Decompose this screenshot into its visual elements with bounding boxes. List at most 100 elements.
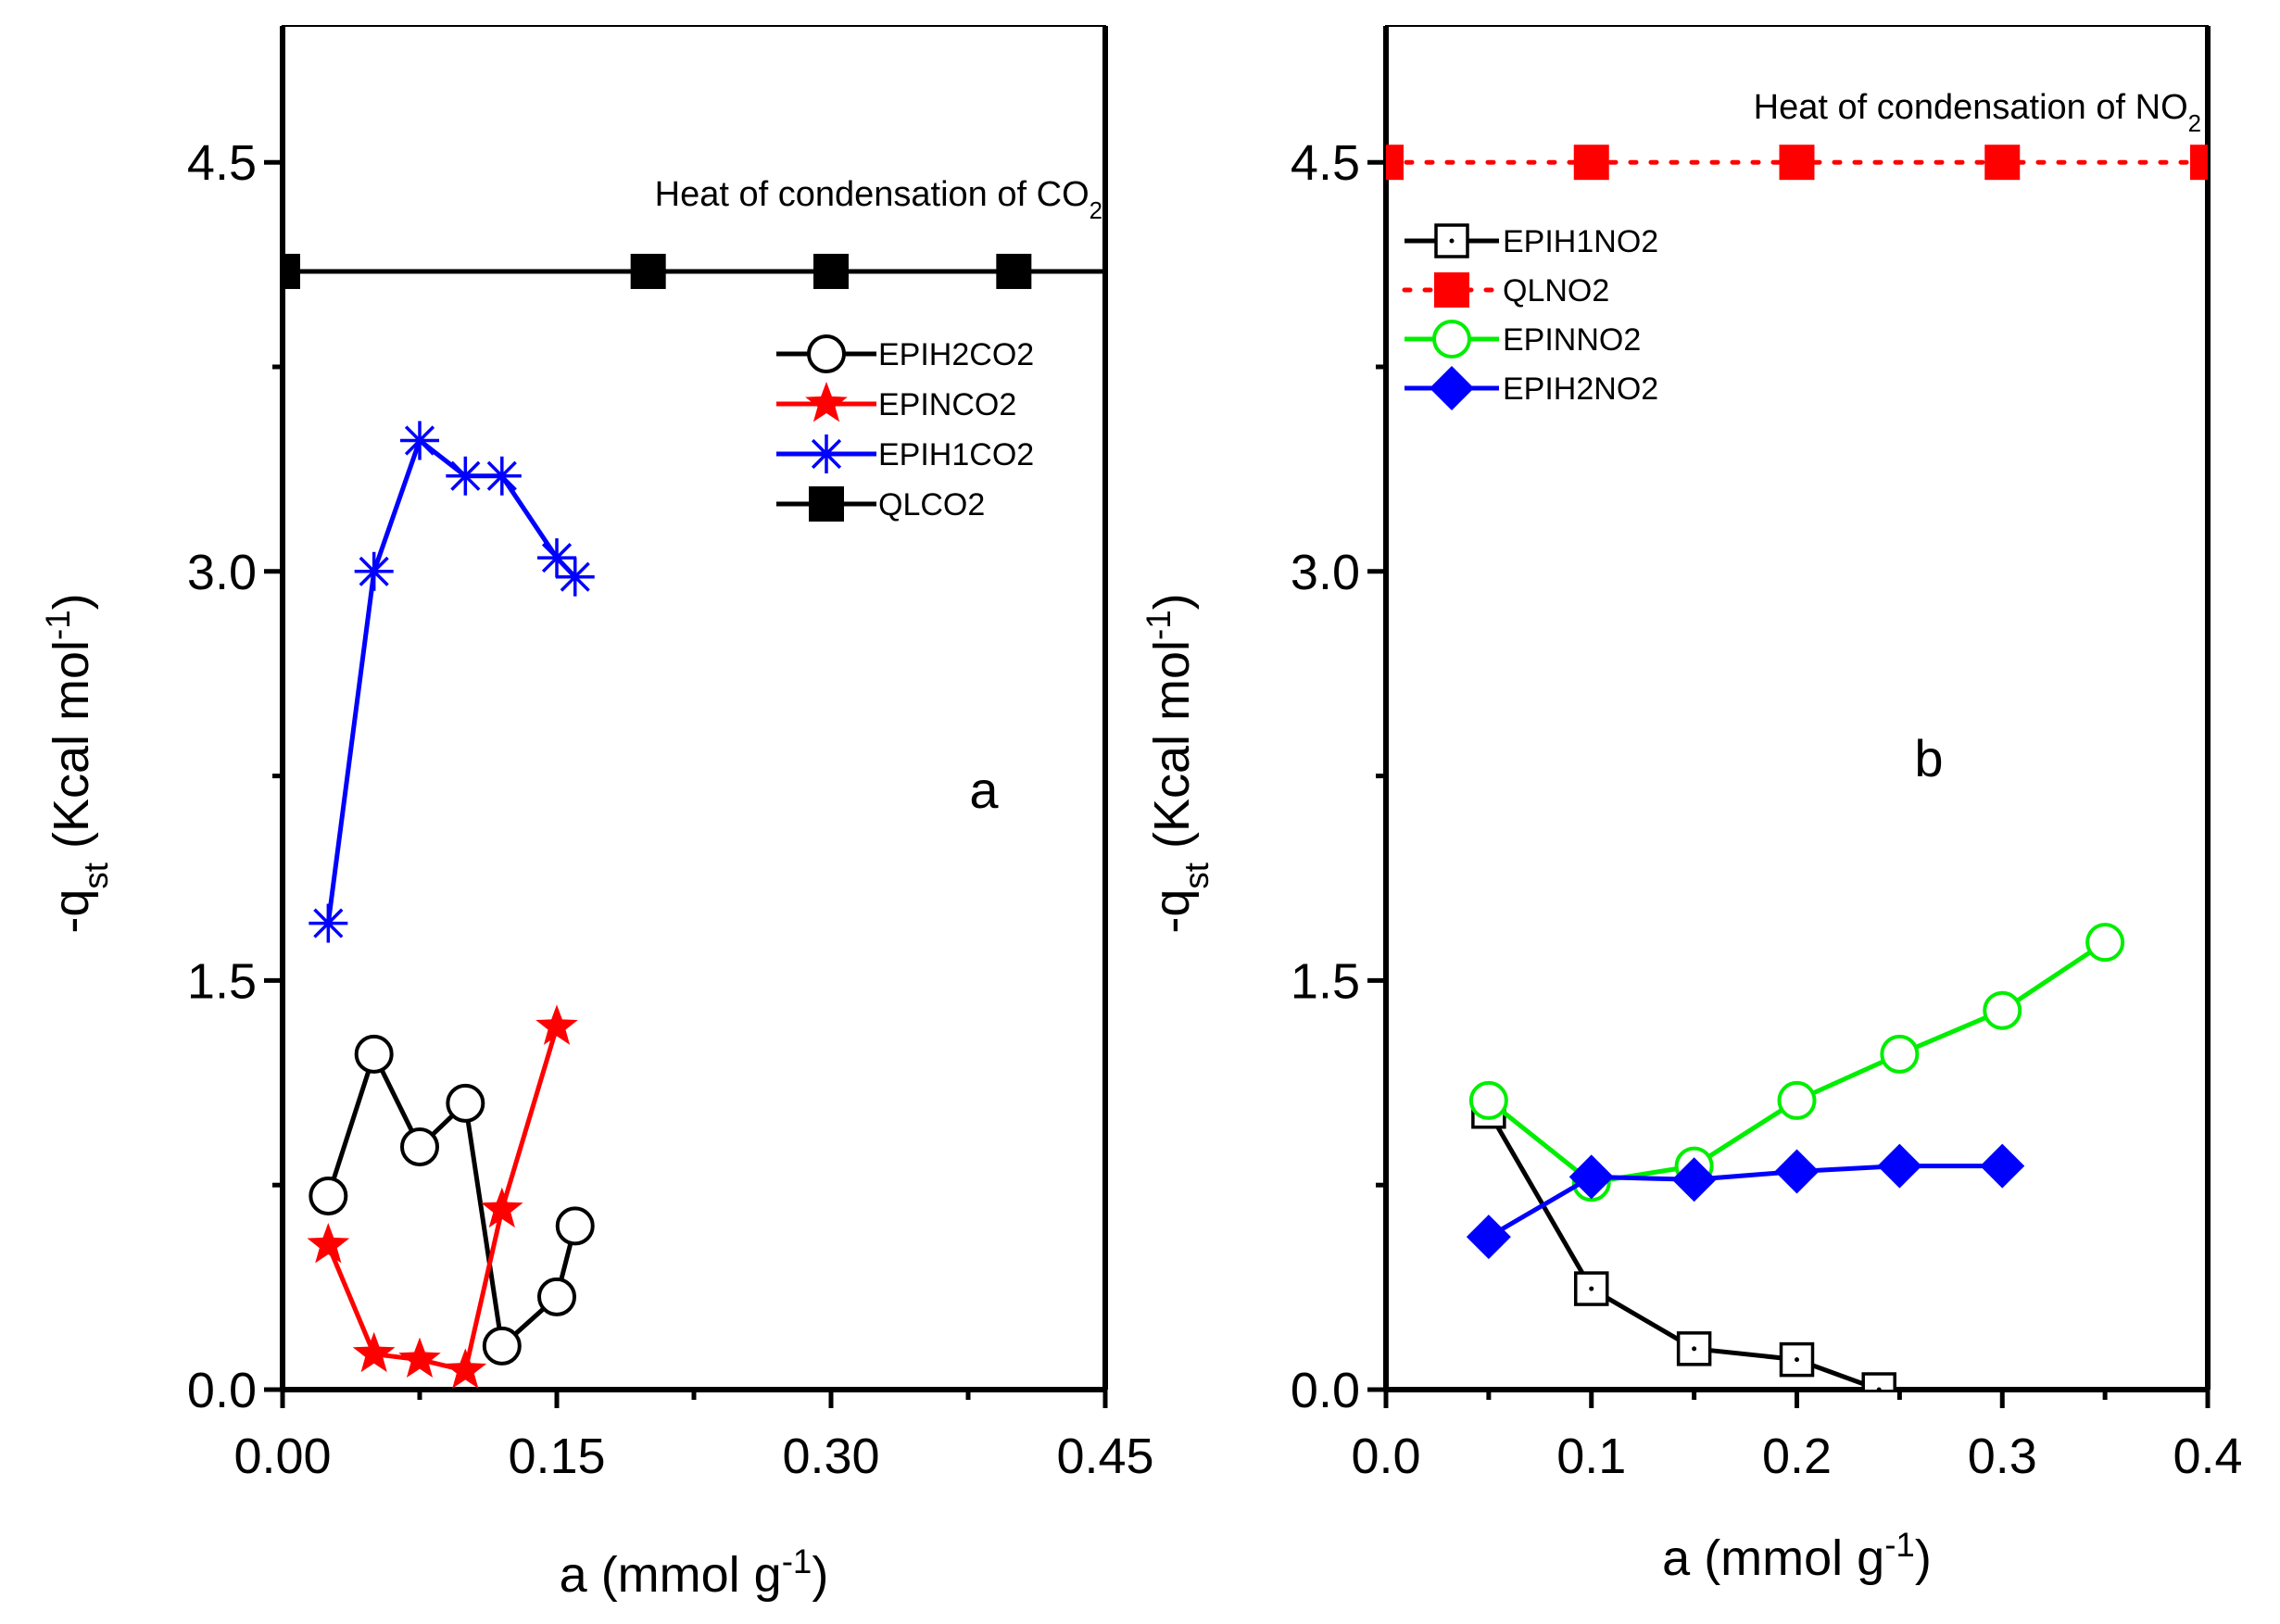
data-point xyxy=(1574,1271,1609,1306)
legend-label: EPIH1CO2 xyxy=(878,437,1034,472)
data-point xyxy=(352,1331,396,1373)
data-point-spoke xyxy=(486,460,517,491)
condensation-annotation-part: 2 xyxy=(2188,111,2201,137)
condensation-annotation-part: Heat of condensation of NO xyxy=(1754,88,2188,127)
legend-item: EPIH2NO2 xyxy=(1405,366,1658,410)
legend-label: QLNO2 xyxy=(1503,273,1609,308)
data-point xyxy=(1386,145,1404,181)
data-point xyxy=(1676,1331,1712,1366)
data-point xyxy=(307,1223,350,1264)
data-point-spoke xyxy=(541,542,573,573)
data-point xyxy=(1774,1149,1820,1194)
y-axis-label: -qst (Kcal mol-1) xyxy=(39,593,115,933)
x-tick-label: 0.4 xyxy=(2173,1429,2242,1484)
series-EPINCO2 xyxy=(307,1004,578,1389)
data-point-box xyxy=(1861,1372,1896,1390)
y-axis-label-part: (Kcal mol xyxy=(44,640,99,862)
x-tick-label: 0.0 xyxy=(1351,1429,1420,1484)
legend-marker xyxy=(805,382,848,422)
x-tick-label: 0.45 xyxy=(1056,1429,1153,1484)
data-point xyxy=(1779,145,1815,181)
y-axis-label-part: -1 xyxy=(1140,610,1178,640)
y-axis-label-part: -q xyxy=(1144,889,1200,934)
data-point xyxy=(1861,1372,1896,1390)
data-point xyxy=(354,1034,394,1074)
data-point xyxy=(481,1187,523,1228)
condensation-annotation: Heat of condensation of CO2 xyxy=(655,175,1102,224)
y-axis-label-part: st xyxy=(77,862,115,889)
data-point xyxy=(446,1083,485,1123)
legend-label: EPIH2CO2 xyxy=(878,337,1034,372)
data-point xyxy=(400,1127,439,1166)
y-axis-label: -qst (Kcal mol-1) xyxy=(1140,593,1216,933)
data-point xyxy=(1466,1215,1511,1260)
legend-marker-dot xyxy=(1449,238,1455,244)
x-tick-label: 0.15 xyxy=(508,1429,605,1484)
x-tick-label: 0.2 xyxy=(1762,1429,1832,1484)
y-tick-label: 1.5 xyxy=(1291,953,1360,1009)
y-tick-label: 1.5 xyxy=(187,953,257,1009)
data-point xyxy=(444,1348,487,1389)
data-point xyxy=(482,456,522,496)
y-axis-label-part: ) xyxy=(1144,593,1200,610)
y-tick-label: 0.0 xyxy=(1291,1363,1360,1418)
data-point-spoke xyxy=(450,460,481,491)
data-point xyxy=(537,1277,576,1316)
data-point xyxy=(482,1326,522,1366)
legend-marker-spoke xyxy=(811,438,842,470)
data-point-spoke xyxy=(313,908,344,938)
data-point-spoke xyxy=(560,561,590,592)
y-axis-label-part: (Kcal mol xyxy=(1144,640,1200,862)
data-point xyxy=(1777,1080,1817,1120)
data-point xyxy=(446,456,485,496)
data-point-dot xyxy=(1589,1286,1594,1291)
legend-marker xyxy=(1434,223,1469,258)
data-point xyxy=(2190,145,2208,181)
data-point-dot xyxy=(1692,1346,1697,1352)
plot-frame xyxy=(282,25,1106,1391)
data-point xyxy=(1980,1143,2025,1189)
legend-item: EPINCO2 xyxy=(776,382,1016,422)
x-axis-label-part: ) xyxy=(1915,1530,1932,1586)
series-EPIH2CO2 xyxy=(309,1034,595,1366)
data-point-spoke xyxy=(359,556,389,586)
data-point xyxy=(1877,1143,1922,1189)
data-point-box xyxy=(1779,1341,1815,1378)
x-axis-label-part: ) xyxy=(812,1547,828,1603)
data-point xyxy=(813,253,849,289)
data-layer xyxy=(1386,145,2208,1390)
data-point xyxy=(555,557,595,597)
data-point-dot xyxy=(1876,1387,1882,1390)
x-axis-label: a (mmol g-1) xyxy=(1662,1526,1932,1587)
legend-item: QLNO2 xyxy=(1402,272,1609,308)
data-point xyxy=(555,1206,595,1246)
legend: EPIH2CO2 EPINCO2 EPIH1CO2 QLCO2 xyxy=(776,334,1034,522)
series-EPIH1NO2 xyxy=(1471,1093,1896,1390)
y-tick-label: 0.0 xyxy=(187,1363,257,1418)
series-line xyxy=(325,438,577,924)
data-point xyxy=(1984,145,2021,181)
series-QLNO2 xyxy=(1386,145,2208,181)
y-axis-label-part: -1 xyxy=(39,610,77,640)
data-point xyxy=(2085,923,2125,963)
x-axis-label-part: a (mmol g xyxy=(1662,1530,1884,1586)
legend-label: EPIH2NO2 xyxy=(1503,371,1658,407)
data-point-dot xyxy=(1795,1357,1799,1363)
x-tick-label: 0.3 xyxy=(1968,1429,2037,1484)
legend-marker xyxy=(1430,366,1474,410)
y-tick-label: 4.5 xyxy=(187,135,257,191)
x-axis-label-part: -1 xyxy=(782,1542,812,1580)
x-axis-label-part: -1 xyxy=(1884,1526,1915,1564)
legend: EPIH1NO2 QLNO2 EPINNO2 EPIH2NO2 xyxy=(1402,223,1658,410)
data-point xyxy=(630,253,666,289)
chart-panel-b: 0.01.53.04.50.0 0.1 0.2 0.3 0.4a (mmol g-1)-… xyxy=(1140,25,2243,1587)
data-point xyxy=(535,1004,578,1045)
data-point xyxy=(398,1337,441,1378)
data-layer xyxy=(283,253,1105,1389)
y-tick-label: 3.0 xyxy=(187,545,257,600)
y-axis-label-part: ) xyxy=(44,593,99,610)
data-point xyxy=(1568,1154,1614,1200)
y-tick-label: 3.0 xyxy=(1291,545,1360,600)
x-tick-label: 0.00 xyxy=(233,1429,331,1484)
data-point xyxy=(309,903,348,943)
